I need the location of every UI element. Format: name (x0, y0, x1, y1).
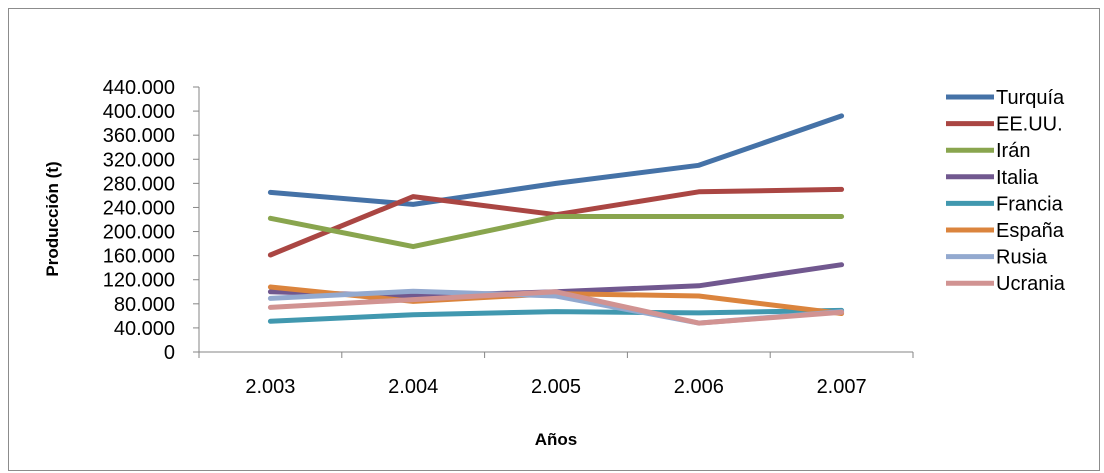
series-lines (267, 113, 845, 326)
legend-label: Italia (996, 167, 1039, 189)
legend-label: Irán (996, 140, 1030, 162)
y-axis-title: Producción (t) (43, 161, 62, 276)
x-axis-ticks: 2.003 2.004 2.005 2.006 2.007 (198, 352, 914, 398)
x-tick-label: 2.006 (674, 376, 724, 398)
y-tick-label: 40.000 (114, 318, 175, 340)
legend-label: Ucrania (996, 273, 1066, 295)
chart-frame (8, 8, 1100, 471)
legend-label: Francia (996, 193, 1064, 215)
y-tick-label: 440.000 (103, 77, 175, 99)
y-tick-label: 280.000 (103, 173, 175, 195)
y-tick-label: 0 (164, 342, 175, 364)
y-tick-label: 320.000 (103, 149, 175, 171)
x-tick-label: 2.007 (817, 376, 867, 398)
legend: Turquía EE.UU. Irán Italia Francia España Rusi… (946, 87, 1066, 295)
x-tick-label: 2.004 (388, 376, 438, 398)
y-tick-label: 240.000 (103, 197, 175, 219)
legend-label: EE.UU. (996, 114, 1063, 136)
chart-axes (198, 87, 913, 353)
legend-label: Rusia (996, 247, 1048, 269)
legend-label: España (996, 220, 1065, 242)
x-tick-label: 2.003 (245, 376, 295, 398)
y-tick-label: 360.000 (103, 125, 175, 147)
x-tick-label: 2.005 (531, 376, 581, 398)
series-line-ucrania (267, 289, 845, 326)
x-axis-title: Años (535, 430, 578, 449)
legend-label: Turquía (996, 87, 1065, 109)
y-tick-label: 400.000 (103, 101, 175, 123)
y-tick-label: 80.000 (114, 294, 175, 316)
y-tick-label: 160.000 (103, 246, 175, 268)
series-line-ir-n (267, 214, 845, 250)
y-tick-label: 200.000 (103, 222, 175, 244)
series-line-turqu-a (267, 113, 845, 207)
series-line-francia (267, 307, 845, 324)
y-tick-label: 120.000 (103, 270, 175, 292)
